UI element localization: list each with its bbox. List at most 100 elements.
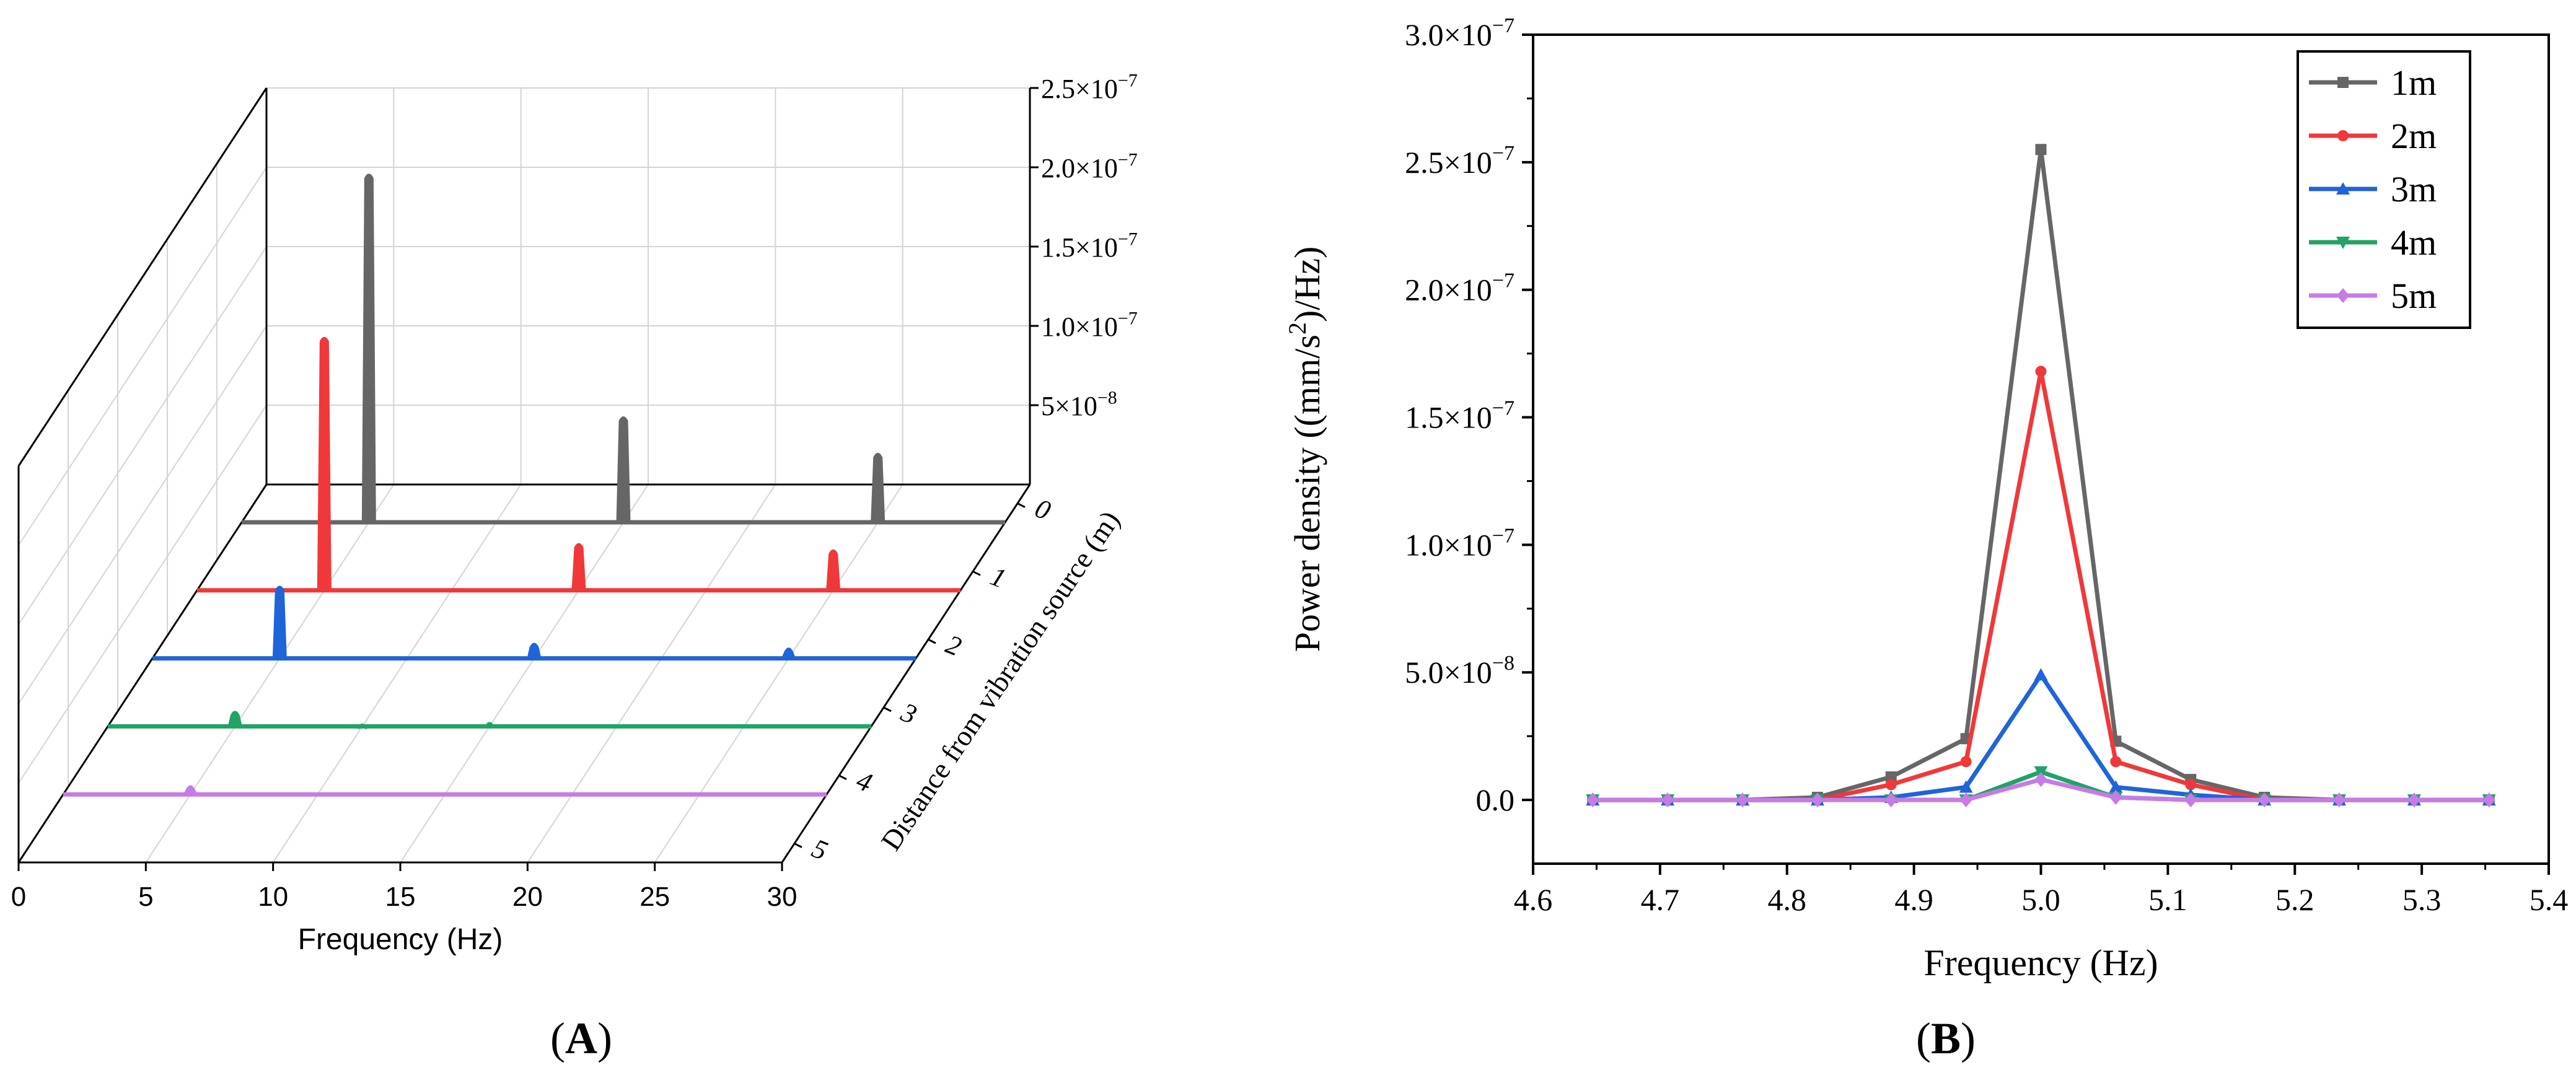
x-axis-title: Frequency (Hz) (298, 923, 503, 956)
x-tick-label: 5 (138, 882, 153, 912)
series-peak-3m (527, 642, 542, 660)
series-peak-4m (227, 711, 243, 727)
data-point-5m (2332, 792, 2345, 808)
x-tick-label: 15 (385, 882, 416, 912)
left-wall-grid-h (18, 167, 267, 546)
series-peak-1m (616, 416, 631, 524)
z-tick-label: 5×10−8 (1041, 388, 1117, 421)
x-tick-label: 5.1 (2148, 882, 2187, 917)
y-tick-label: 0.0 (1476, 783, 1515, 817)
distance-tick (1017, 502, 1026, 508)
z-tick-label: 1.0×10−7 (1041, 309, 1138, 342)
data-point-5m (1736, 792, 1749, 808)
data-point-2m (1885, 779, 1897, 791)
z-tick-label: 2.0×10−7 (1041, 150, 1138, 183)
legend-label-2m: 2m (2391, 116, 2437, 156)
y-tick-label: 1.0×10−7 (1405, 524, 1514, 562)
data-point-2m (2035, 366, 2047, 377)
series-line-2m (197, 336, 961, 593)
legend-marker-2m (2337, 130, 2349, 141)
floor-grid-depth (654, 484, 903, 863)
legend-label-1m: 1m (2391, 63, 2437, 103)
legend-box (2297, 50, 2471, 329)
x-tick-label: 5.3 (2402, 882, 2442, 917)
legend-label-5m: 5m (2391, 276, 2437, 316)
series-peak-3m (272, 585, 287, 660)
x-tick-label: 0 (11, 882, 26, 912)
left-wall-grid-h (18, 325, 267, 704)
distance-tick (928, 638, 936, 644)
axis-frame-edge (17, 87, 268, 467)
series-line-2m (1593, 369, 2489, 802)
axis-frame-edge (781, 484, 1031, 863)
series-5m (1586, 772, 2495, 808)
data-point-5m (1884, 792, 1897, 808)
y-axis-title-group: Power density ((mm/s2)/Hz) (1283, 247, 1327, 652)
series-line-4m (108, 711, 871, 730)
distance-tick-label: 5 (808, 833, 832, 866)
y-tick-label: 5.0×10−8 (1405, 652, 1514, 690)
distance-tick (883, 706, 892, 712)
legend-label-3m: 3m (2391, 169, 2437, 209)
chart-b-line: 4.6 4.7 4.8 4.9 5.0 5.1 5.2 5.3 5.4 Frequency (Hz… (1283, 14, 2569, 983)
data-point-5m (1959, 792, 1972, 808)
series-peak-5m (182, 785, 198, 796)
x-tick-label: 4.6 (1514, 882, 1553, 917)
legend-marker-1m (2337, 77, 2349, 88)
legend-marker-5m (2337, 288, 2349, 303)
data-point-3m (2034, 668, 2048, 681)
x-tick-label: 5.0 (2021, 882, 2060, 917)
floor-grid-depth (400, 484, 649, 863)
data-point-2m (1960, 756, 1972, 768)
series-peak-4m (483, 722, 496, 728)
series-peak-3m (781, 647, 796, 660)
data-point-5m (2184, 792, 2197, 808)
series-peak-2m (826, 549, 841, 592)
x-axis-title: Frequency (Hz) (1923, 942, 2158, 983)
y-tick-label: 3.0×10−7 (1405, 14, 1514, 52)
y-tick-label: 1.5×10−7 (1405, 397, 1514, 435)
data-point-5m (1586, 792, 1599, 808)
data-point-1m (1885, 771, 1897, 783)
distance-axis-title: Distance from vibration source (m) (875, 505, 1126, 856)
legend-marker-4m (2336, 237, 2350, 249)
distance-tick-label: 1 (987, 561, 1011, 594)
data-point-2m (2185, 779, 2197, 791)
data-point-5m (2109, 789, 2122, 805)
series-peak-1m (361, 173, 376, 524)
data-point-5m (2407, 792, 2420, 808)
z-tick-label: 1.5×10−7 (1041, 229, 1138, 263)
x-tick-label: 30 (767, 882, 798, 912)
series-line-5m (63, 785, 827, 797)
x-tick-label: 4.9 (1894, 882, 1933, 917)
z-tick-label: 2.5×10−7 (1041, 71, 1138, 104)
distance-tick-label: 0 (1031, 493, 1055, 526)
distance-tick-label: 3 (897, 696, 921, 730)
series-line-1m (242, 173, 1005, 525)
x-tick-label: 25 (640, 882, 670, 912)
y-tick-label: 2.0×10−7 (1405, 270, 1514, 307)
legend-label-4m: 4m (2391, 222, 2437, 263)
legend-marker-3m (2336, 182, 2350, 195)
distance-tick (972, 570, 981, 576)
data-point-5m (1811, 792, 1824, 808)
y-axis-title: Power density ((mm/s2)/Hz) (1283, 247, 1327, 652)
series-peak-4m (353, 723, 372, 730)
series-peak-2m (571, 543, 586, 592)
x-tick-label: 5.4 (2530, 882, 2569, 917)
x-tick-label: 10 (258, 882, 288, 912)
x-tick-label: 5.2 (2275, 882, 2314, 917)
axis-frame-edge (17, 484, 268, 863)
data-point-1m (2035, 144, 2047, 156)
distance-tick-label: 2 (942, 629, 966, 662)
x-tick-label: 4.8 (1768, 882, 1807, 917)
left-wall-grid-h (18, 246, 267, 625)
series-line-3m (152, 585, 916, 661)
series-peak-1m (871, 452, 886, 524)
data-point-5m (2034, 772, 2047, 787)
distance-tick (838, 774, 847, 781)
data-point-5m (1661, 792, 1674, 808)
distance-tick (794, 843, 802, 848)
data-point-3m (1959, 780, 1973, 793)
